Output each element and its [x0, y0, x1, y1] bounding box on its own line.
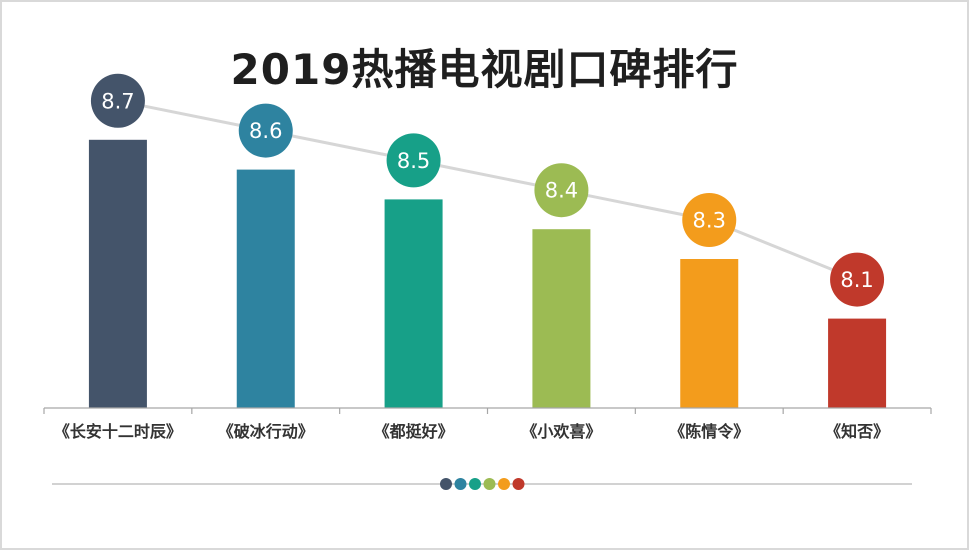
- bar: [384, 199, 443, 408]
- footer-dot: [498, 478, 510, 490]
- bar: [680, 259, 739, 408]
- value-marker: [534, 163, 589, 218]
- bars-group: [88, 139, 887, 409]
- value-marker: [90, 73, 145, 128]
- footer-dot: [440, 478, 452, 490]
- data-label: 8.1: [840, 268, 873, 292]
- chart-title: 2019热播电视剧口碑排行: [230, 45, 739, 94]
- footer-decoration: [52, 478, 912, 490]
- trend-line-group: [117, 99, 858, 281]
- category-label: 《知否》: [825, 422, 889, 441]
- trend-line: [117, 99, 858, 281]
- category-label: 《长安十二时辰》: [54, 422, 182, 441]
- value-marker: [386, 133, 441, 188]
- footer-dot: [512, 478, 525, 490]
- category-label: 《陈情令》: [669, 422, 749, 441]
- footer-dot: [483, 478, 496, 490]
- value-marker: [682, 193, 737, 247]
- value-markers-group: 8.7 8.6 8.5 8.4 8.3 8.1: [90, 73, 885, 307]
- category-label: 《小欢喜》: [521, 422, 601, 441]
- category-label: 《都挺好》: [374, 422, 454, 441]
- data-label: 8.4: [545, 179, 578, 203]
- data-label: 8.5: [397, 149, 430, 173]
- bar: [828, 318, 887, 408]
- value-marker: [830, 252, 885, 307]
- data-label: 8.7: [101, 89, 134, 113]
- category-label: 《破冰行动》: [218, 422, 314, 441]
- bar: [236, 169, 295, 408]
- bar: [532, 229, 591, 408]
- x-axis: 《长安十二时辰》 《破冰行动》 《都挺好》 《小欢喜》 《陈情令》 《知否》: [43, 407, 932, 441]
- value-marker: [238, 103, 293, 158]
- footer-dot: [454, 478, 467, 490]
- data-label: 8.6: [249, 119, 282, 143]
- data-label: 8.3: [693, 209, 726, 233]
- footer-dot: [469, 478, 481, 490]
- bar: [88, 139, 147, 409]
